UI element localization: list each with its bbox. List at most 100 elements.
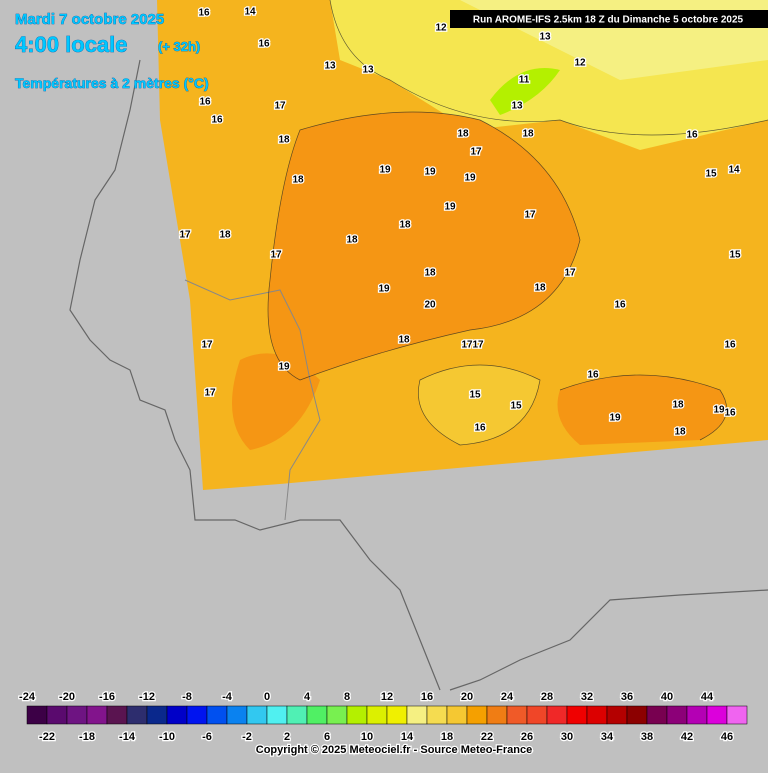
legend-label: 18 [441, 731, 453, 743]
contour-label: 14 [244, 7, 256, 18]
contour-label: 13 [539, 32, 551, 43]
legend-swatch [166, 705, 188, 725]
legend-label: 6 [324, 731, 330, 743]
contour-label: 18 [292, 175, 304, 186]
contour-label: 17 [470, 147, 482, 158]
legend-label: 34 [601, 731, 614, 743]
contour-label: 15 [469, 390, 481, 401]
contour-label: 18 [457, 129, 469, 140]
legend-swatch [486, 705, 508, 725]
contour-label: 17 [524, 210, 536, 221]
legend-swatch [646, 705, 668, 725]
legend-swatch [586, 705, 608, 725]
legend-label: 44 [701, 691, 714, 703]
contour-label: 16 [198, 8, 210, 19]
date: Mardi 7 octobre 2025 [15, 11, 164, 28]
legend-label: 14 [401, 731, 414, 743]
contour-label: 15 [510, 401, 522, 412]
legend-label: 38 [641, 731, 653, 743]
legend-swatch [406, 705, 428, 725]
legend-swatch [526, 705, 548, 725]
legend-swatch [566, 705, 588, 725]
legend-swatch [106, 705, 128, 725]
contour-label: 16 [724, 408, 736, 419]
run-info: Run AROME-IFS 2.5km 18 Z du Dimanche 5 o… [473, 15, 744, 26]
contour-label: 13 [511, 101, 523, 112]
warm-zone [557, 375, 727, 445]
contour-label: 18 [398, 335, 410, 346]
legend-label: 8 [344, 691, 350, 703]
legend-swatch [26, 705, 48, 725]
contour-label: 13 [362, 65, 374, 76]
legend-label: 16 [421, 691, 433, 703]
legend-swatch [186, 705, 208, 725]
contour-label: 19 [609, 413, 621, 424]
legend-swatch [446, 705, 468, 725]
legend-label: -4 [222, 691, 233, 703]
contour-label: 11 [519, 75, 530, 86]
legend-label: 36 [621, 691, 633, 703]
legend-swatch [726, 705, 748, 725]
legend-swatch [706, 705, 728, 725]
contour-label: 17 [564, 268, 576, 279]
contour-label: 14 [728, 165, 740, 176]
contour-label: 17 [274, 101, 286, 112]
legend-label: -12 [139, 691, 155, 703]
legend-swatch [506, 705, 528, 725]
legend-label: -14 [119, 731, 136, 743]
contour-label: 19 [464, 173, 476, 184]
contour-label: 16 [211, 115, 223, 126]
legend-label: 32 [581, 691, 593, 703]
border [184, 279, 321, 521]
legend-swatch [226, 705, 248, 725]
legend-swatch [386, 705, 408, 725]
contour-label: 17 [461, 340, 473, 351]
cool-zone [490, 68, 560, 115]
legend-swatch [66, 705, 88, 725]
legend: -24-22-20-18-16-14-12-10-8-6-4-202468101… [18, 690, 748, 744]
contour-label: 18 [534, 283, 546, 294]
legend-swatch [126, 705, 148, 725]
contour-label: 18 [219, 230, 231, 241]
legend-label: -2 [242, 731, 252, 743]
legend-swatch [46, 705, 68, 725]
legend-swatch [286, 705, 308, 725]
legend-label: 42 [681, 731, 693, 743]
mild-zone [418, 365, 540, 445]
warm-zone [232, 353, 320, 450]
legend-label: 2 [284, 731, 290, 743]
legend-swatch [146, 705, 168, 725]
contour-label: 18 [424, 268, 436, 279]
legend-label: 24 [501, 691, 514, 703]
contour-label: 16 [474, 423, 486, 434]
legend-label: -10 [159, 731, 175, 743]
legend-swatch [206, 705, 228, 725]
legend-label: 46 [721, 731, 733, 743]
legend-label: 26 [521, 731, 533, 743]
warm-zone [268, 112, 580, 380]
lead: (+ 32h) [158, 39, 200, 54]
contour-label: 18 [278, 135, 290, 146]
legend-label: -8 [182, 691, 192, 703]
legend-label: 4 [304, 691, 311, 703]
contour-label: 16 [199, 97, 211, 108]
copyright: Copyright © 2025 Meteociel.fr - Source M… [256, 744, 532, 756]
legend-label: 30 [561, 731, 573, 743]
contour-label: 17 [204, 388, 216, 399]
contour-label: 19 [424, 167, 436, 178]
legend-swatch [366, 705, 388, 725]
legend-swatch [86, 705, 108, 725]
contour-label: 17 [201, 340, 213, 351]
legend-swatch [346, 705, 368, 725]
legend-swatch [426, 705, 448, 725]
contour-label: 17 [179, 230, 191, 241]
legend-swatch [606, 705, 628, 725]
legend-label: -16 [99, 691, 115, 703]
contour-label: 19 [713, 405, 725, 416]
contour-label: 19 [378, 284, 390, 295]
legend-label: 22 [481, 731, 493, 743]
contours [267, 0, 768, 446]
time: 4:00 locale [15, 32, 128, 57]
